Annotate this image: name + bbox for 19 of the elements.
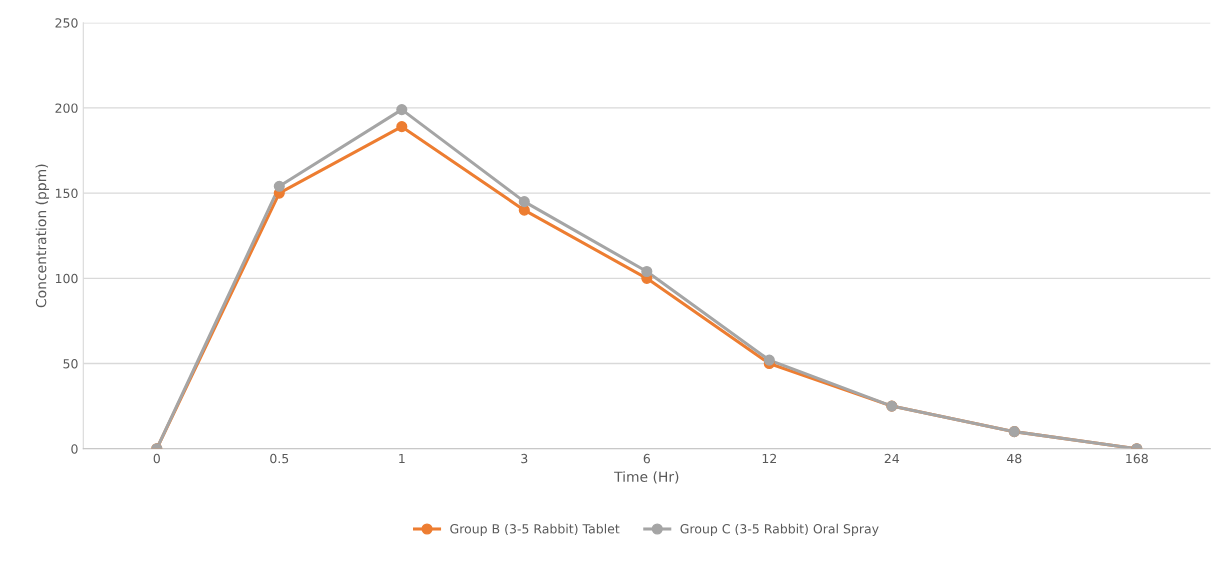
- x-tick-label: 1: [399, 453, 405, 464]
- x-tick-label: 6: [643, 453, 650, 464]
- y-tick-label: 150: [55, 188, 78, 199]
- y-tick-label: 0: [71, 444, 78, 454]
- x-tick-label: 168: [1126, 453, 1148, 464]
- y-tick-label: 50: [63, 358, 78, 369]
- x-tick-label: 12: [762, 453, 776, 464]
- x-axis-title: Time (Hr): [614, 471, 679, 484]
- legend-label: Group C (3-5 Rabbit) Oral Spray: [680, 523, 879, 536]
- x-tick-label: 48: [1006, 453, 1022, 464]
- x-tick-label: 24: [884, 453, 900, 464]
- x-tick-label: 3: [521, 453, 528, 464]
- x-tick-label: 0: [153, 453, 160, 464]
- y-tick-label: 100: [55, 273, 78, 284]
- y-tick-label: 200: [55, 103, 78, 113]
- legend-label: Group B (3-5 Rabbit) Tablet: [450, 523, 620, 536]
- y-tick-label: 250: [55, 18, 78, 28]
- x-tick-label: 0.5: [270, 453, 289, 464]
- y-axis-title: Concentration (ppm): [35, 164, 50, 308]
